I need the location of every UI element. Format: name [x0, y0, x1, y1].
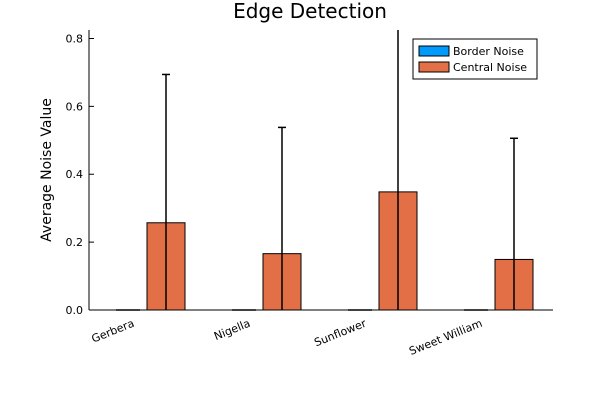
y-tick-label: 0.6 [66, 100, 84, 113]
chart-title: Edge Detection [233, 0, 387, 23]
x-tick-label: Nigella [212, 317, 252, 343]
y-tick-label: 0.2 [66, 236, 84, 249]
x-tick-label: Gerbera [90, 317, 136, 346]
legend-label: Central Noise [453, 61, 527, 74]
y-tick-label: 0.0 [66, 304, 84, 317]
x-tick-label: Sweet William [407, 317, 484, 358]
y-tick-label: 0.4 [66, 168, 84, 181]
legend: Border Noise Central Noise [412, 38, 538, 80]
legend-swatch [418, 45, 450, 57]
legend-label: Border Noise [453, 45, 524, 58]
legend-swatch [418, 61, 450, 73]
y-axis-title: Average Noise Value [39, 98, 55, 242]
x-tick-label: Sunflower [312, 317, 368, 350]
y-tick-label: 0.8 [66, 32, 84, 45]
